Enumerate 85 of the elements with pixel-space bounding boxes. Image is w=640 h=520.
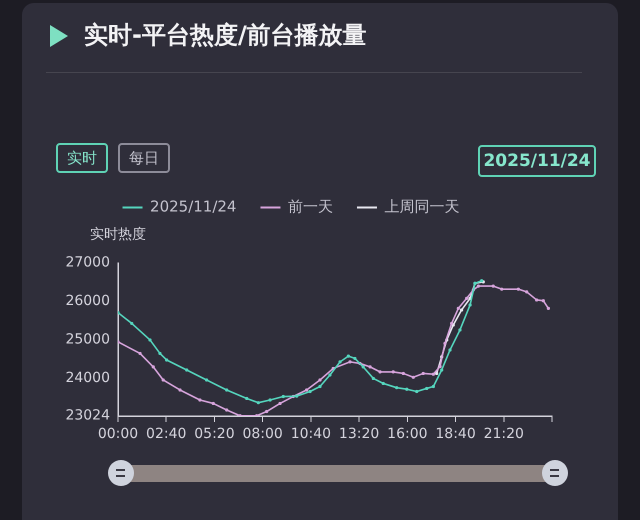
point [212, 402, 215, 406]
point [535, 298, 538, 302]
legend-label: 前一天 [288, 197, 333, 216]
x-tick-label: 13:20 [338, 426, 380, 442]
x-tick-label: 10:40 [290, 426, 332, 442]
point [130, 322, 134, 326]
x-tick-label: 02:40 [146, 426, 186, 442]
point [225, 408, 228, 412]
text: 每日 [129, 148, 159, 168]
point [422, 372, 425, 376]
text: 2025/11/24 [483, 151, 591, 171]
point [456, 306, 460, 310]
point [205, 378, 208, 382]
x-tick-label: 05:20 [194, 426, 235, 442]
point [152, 365, 155, 368]
point [440, 368, 444, 372]
point [138, 352, 142, 356]
point [225, 388, 228, 392]
point [338, 360, 342, 364]
point [265, 410, 268, 414]
x-tick-label: 18:40 [435, 426, 476, 442]
legend-label: 上周同一天 [384, 197, 460, 216]
point [438, 364, 442, 368]
chart-title: 实时-平台热度/前台播放量 [84, 20, 367, 51]
point [198, 398, 202, 402]
point [278, 402, 282, 406]
point [268, 398, 272, 402]
y-tick-label: 27000 [65, 254, 110, 271]
point [542, 299, 545, 302]
point [245, 396, 248, 400]
point [282, 394, 285, 398]
point [178, 388, 182, 392]
x-tick-label: 00:00 [98, 426, 138, 442]
point [368, 365, 372, 368]
point [372, 376, 375, 380]
point [348, 360, 352, 364]
point [305, 388, 308, 392]
point [395, 386, 398, 390]
point [362, 365, 365, 368]
point [415, 390, 418, 394]
point [185, 368, 188, 372]
point [162, 378, 165, 382]
point [432, 384, 435, 388]
y-axis-title: 实时热度 [90, 226, 146, 243]
point [318, 384, 322, 388]
point [458, 328, 462, 332]
point [346, 354, 350, 358]
point [382, 382, 385, 386]
point [318, 378, 322, 382]
point [492, 284, 495, 288]
point [425, 386, 428, 390]
y-tick-label: 25000 [65, 332, 110, 348]
legend-label: 2025/11/24 [150, 197, 236, 216]
point [443, 342, 447, 346]
point [546, 306, 550, 310]
x-tick-label: 16:00 [387, 426, 428, 442]
point [148, 338, 152, 342]
point [308, 390, 312, 394]
point [328, 373, 332, 377]
point [468, 303, 472, 307]
x-tick-label: 08:00 [242, 426, 283, 442]
point [476, 284, 480, 288]
point [402, 372, 405, 376]
point [256, 401, 260, 404]
point [165, 358, 168, 362]
point [432, 372, 435, 376]
point [392, 370, 395, 374]
text: 实时 [67, 148, 97, 168]
point [435, 372, 438, 376]
point [353, 356, 356, 360]
point [405, 388, 408, 391]
point [500, 288, 504, 291]
y-tick-label: 26000 [65, 293, 110, 310]
y-tick-label: 23024 [65, 408, 110, 424]
point [465, 296, 468, 300]
point [525, 290, 528, 294]
point [412, 376, 415, 379]
point [460, 308, 464, 312]
point [516, 288, 520, 291]
point [295, 394, 298, 398]
point [378, 370, 382, 374]
point [448, 348, 452, 352]
x-tick-label: 21:20 [484, 426, 524, 442]
point [158, 352, 162, 356]
y-tick-label: 24000 [65, 370, 110, 386]
